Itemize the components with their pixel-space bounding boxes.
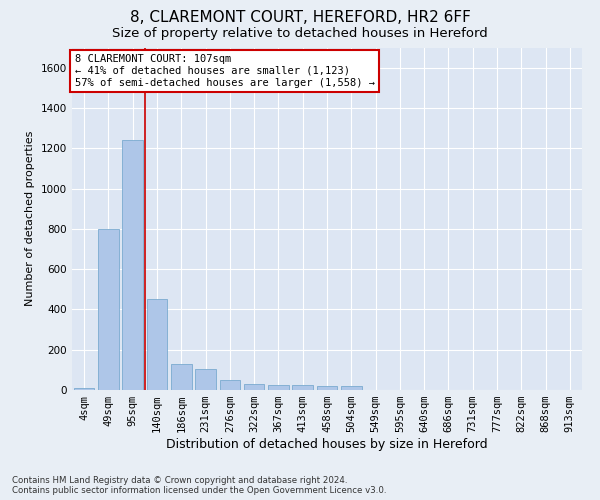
Bar (220, 380, 240, 390)
Bar (244, 384, 265, 390)
Bar (74, 388, 94, 390)
Bar (122, 140, 143, 390)
Text: Size of property relative to detached houses in Hereford: Size of property relative to detached ho… (112, 28, 488, 40)
Text: 8, CLAREMONT COURT, HEREFORD, HR2 6FF: 8, CLAREMONT COURT, HEREFORD, HR2 6FF (130, 10, 470, 25)
Bar (317, 386, 337, 390)
Bar (268, 385, 289, 390)
Text: 8 CLAREMONT COURT: 107sqm
← 41% of detached houses are smaller (1,123)
57% of se: 8 CLAREMONT COURT: 107sqm ← 41% of detac… (74, 54, 374, 88)
Bar (171, 364, 191, 390)
Bar (98, 229, 119, 390)
X-axis label: Distribution of detached houses by size in Hereford: Distribution of detached houses by size … (166, 438, 488, 451)
Bar (341, 386, 362, 390)
Text: Contains HM Land Registry data © Crown copyright and database right 2024.
Contai: Contains HM Land Registry data © Crown c… (12, 476, 386, 495)
Bar (146, 300, 167, 390)
Y-axis label: Number of detached properties: Number of detached properties (25, 131, 35, 306)
Bar (195, 369, 216, 390)
Bar (292, 385, 313, 390)
